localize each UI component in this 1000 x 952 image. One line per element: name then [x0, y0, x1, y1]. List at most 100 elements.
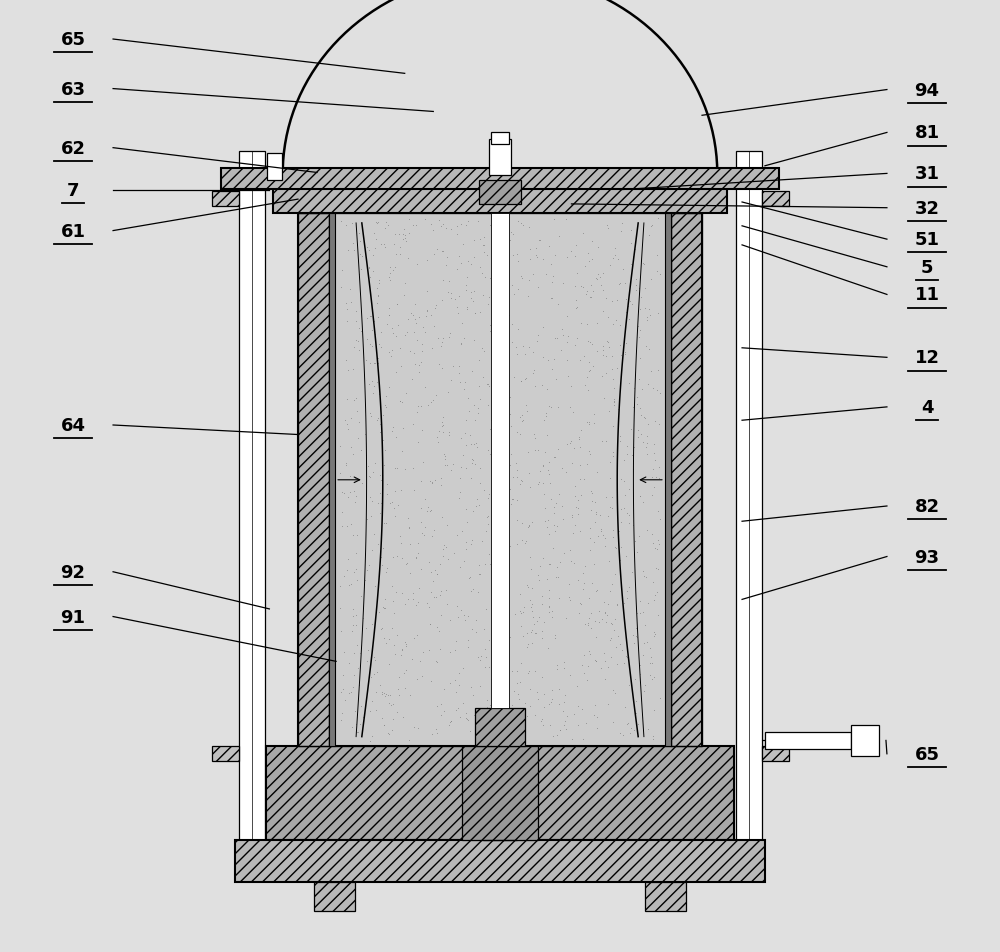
Point: [577, 617, 593, 632]
Point: [548, 372, 564, 387]
Point: [472, 232, 488, 248]
Point: [532, 559, 548, 574]
Point: [472, 260, 488, 275]
Point: [509, 248, 525, 263]
Point: [477, 660, 493, 675]
Point: [625, 627, 641, 643]
Point: [604, 489, 620, 505]
Point: [345, 527, 361, 543]
Point: [480, 398, 496, 413]
Point: [527, 380, 543, 395]
Point: [387, 461, 403, 476]
Point: [413, 399, 429, 414]
Point: [567, 279, 583, 294]
Point: [570, 506, 586, 522]
Point: [649, 383, 665, 398]
Point: [583, 485, 599, 500]
Point: [425, 393, 441, 408]
Point: [465, 453, 481, 468]
Point: [400, 511, 416, 526]
Point: [482, 729, 498, 744]
Point: [584, 234, 600, 249]
Point: [639, 428, 655, 444]
Point: [649, 585, 665, 601]
Point: [463, 584, 479, 599]
Point: [359, 654, 375, 669]
Point: [453, 217, 469, 232]
Point: [375, 408, 391, 424]
Point: [486, 350, 502, 366]
Point: [348, 618, 364, 633]
Point: [352, 716, 368, 731]
Point: [439, 518, 455, 533]
Point: [528, 625, 544, 641]
Point: [524, 597, 540, 612]
Point: [635, 605, 651, 620]
Point: [636, 684, 652, 699]
Point: [414, 344, 430, 359]
Point: [471, 353, 487, 368]
Point: [361, 261, 377, 276]
Point: [472, 679, 488, 694]
Bar: [736, 152, 762, 840]
Point: [629, 389, 645, 405]
Point: [460, 213, 476, 228]
Point: [416, 527, 432, 543]
Point: [635, 495, 651, 510]
Point: [535, 320, 551, 335]
Point: [612, 553, 628, 568]
Point: [333, 684, 349, 700]
Point: [521, 466, 537, 482]
Point: [464, 622, 480, 637]
Point: [592, 269, 608, 285]
Point: [397, 231, 413, 247]
Point: [460, 633, 476, 648]
Point: [479, 700, 495, 715]
Point: [564, 731, 580, 746]
Point: [337, 693, 353, 708]
Point: [451, 359, 467, 374]
Bar: [462, 746, 538, 840]
Point: [550, 297, 566, 312]
Point: [337, 413, 353, 428]
Point: [525, 367, 541, 382]
Point: [588, 584, 604, 599]
Point: [443, 713, 459, 728]
Point: [551, 487, 567, 503]
Point: [436, 704, 452, 719]
Point: [447, 643, 463, 658]
Point: [484, 415, 500, 430]
Point: [362, 356, 378, 371]
Point: [373, 550, 389, 565]
Point: [541, 239, 557, 254]
Point: [353, 443, 369, 458]
Point: [646, 628, 662, 644]
Point: [442, 715, 458, 730]
Point: [634, 382, 650, 397]
Point: [532, 464, 548, 479]
Point: [438, 540, 454, 555]
Point: [405, 417, 421, 432]
Point: [527, 707, 543, 723]
Point: [502, 629, 518, 645]
Point: [599, 608, 615, 624]
Point: [597, 672, 613, 687]
Point: [401, 520, 417, 535]
Point: [427, 563, 443, 578]
Point: [598, 489, 614, 505]
Point: [534, 625, 550, 640]
Point: [503, 225, 519, 240]
Point: [445, 360, 461, 375]
Point: [599, 334, 615, 349]
Point: [517, 371, 533, 387]
Point: [442, 326, 458, 341]
Point: [544, 604, 560, 619]
Point: [506, 684, 522, 699]
Point: [334, 505, 350, 520]
Point: [361, 469, 377, 485]
Point: [476, 246, 492, 261]
Point: [622, 725, 638, 741]
Point: [382, 267, 398, 282]
Point: [438, 259, 454, 274]
Point: [589, 583, 605, 598]
